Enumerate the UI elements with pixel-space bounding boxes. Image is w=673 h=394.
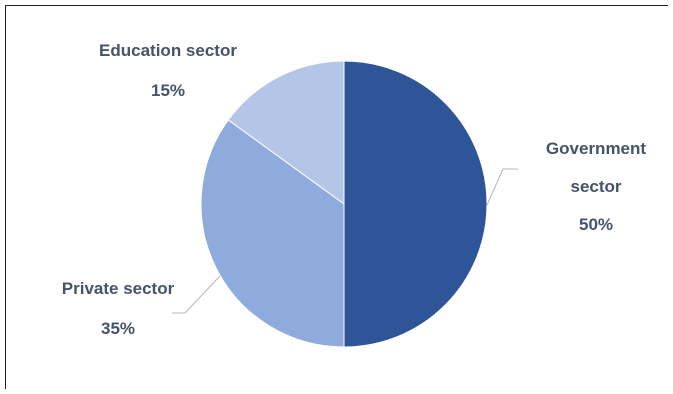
slice-category-label: Education sector [99,41,237,60]
slice-category-label: Government [546,139,646,158]
pie-slice [227,60,345,205]
slice-category-label: sector [570,177,621,196]
pie-slices [200,60,488,348]
chart-frame: Government sector 50% Private sector 35% Educ… [5,5,668,389]
pie-slice [200,119,345,348]
slice-category-label: Private sector [62,279,175,298]
slice-percent-label: 50% [579,215,613,234]
pie-slice [343,60,488,348]
slice-labels: Government sector 50% Private sector 35% Educ… [62,41,647,338]
leader-line [172,275,221,314]
slice-percent-label: 35% [101,319,135,338]
slice-percent-label: 15% [151,81,185,100]
leader-lines [172,168,518,314]
pie-chart: Government sector 50% Private sector 35% Educ… [62,41,647,348]
leader-line [486,168,518,206]
